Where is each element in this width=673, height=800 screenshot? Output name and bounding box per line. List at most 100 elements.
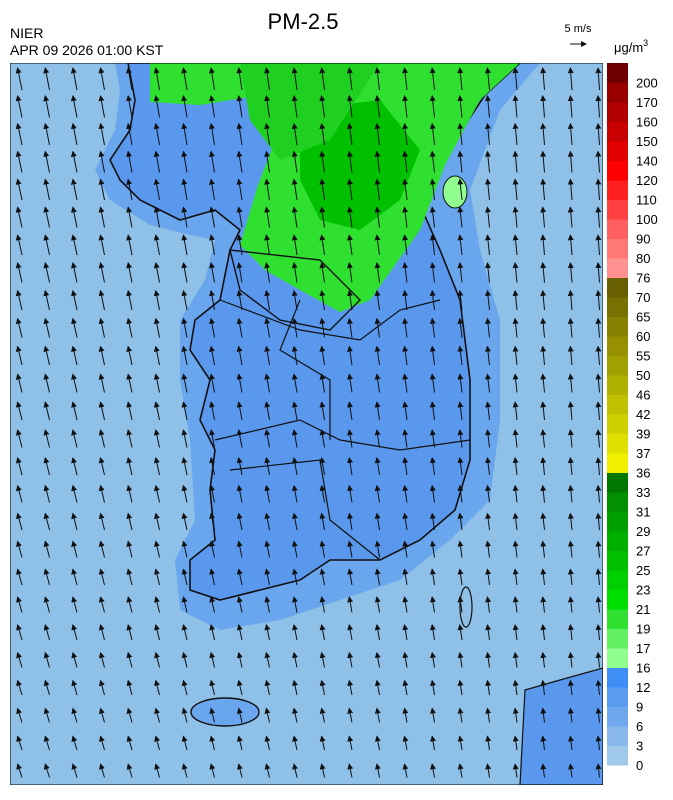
wind-arrow [595,735,602,751]
wind-arrow [457,345,464,366]
wind-arrow [457,373,464,393]
wind-arrow [595,401,602,421]
wind-arrow [71,429,78,448]
wind-arrow [374,345,381,366]
wind-arrow [264,679,271,696]
wind-arrow [540,401,547,421]
wind-arrow [512,429,519,448]
wind-arrow [319,206,326,228]
wind-arrow [16,624,23,641]
wind-arrow [512,707,519,723]
wind-arrow [485,763,492,778]
wind-arrow [264,429,271,448]
colorbar-segment [607,336,628,356]
colorbar-tick-label: 110 [636,193,657,208]
wind-arrow [71,735,78,751]
wind-arrow [512,94,519,118]
colorbar-segment [607,82,628,103]
wind-arrow [567,178,574,201]
wind-arrow [485,401,492,421]
wind-arrow [540,262,547,283]
wind-arrow [98,150,105,173]
wind-arrow [181,484,188,503]
colorbar-tick-label: 46 [636,388,650,403]
wind-arrow [484,178,491,201]
wind-arrow [181,624,188,641]
wind-arrow [181,456,188,476]
wind-arrow [181,67,188,91]
wind-arrow [540,568,547,586]
wind-arrow [485,679,492,696]
wind-arrow [236,67,243,91]
wind-arrow [402,373,409,393]
wind-arrow [430,763,436,778]
wind-arrow [429,345,436,366]
colorbar-tick-label: 9 [636,700,643,715]
wind-arrow [126,679,133,696]
wind-arrow [98,234,105,256]
wind-arrow [374,178,381,201]
wind-arrow [70,262,78,283]
wind-arrow [567,429,574,448]
wind-arrow [567,540,574,558]
wind-arrow [236,568,243,586]
wind-arrow [567,679,574,696]
wind-arrow [374,456,381,476]
wind-arrow [291,122,298,146]
wind-arrow [512,540,519,558]
wind-arrow [567,651,574,668]
wind-arrow [126,67,133,91]
wind-arrow [43,150,50,173]
colorbar-segment [607,355,628,376]
wind-arrow [347,345,353,366]
wind-arrow [457,401,464,421]
colorbar-tick-label: 21 [636,602,650,617]
wind-arrow [16,596,23,613]
wind-arrow [567,401,574,421]
wind-arrow [457,178,464,201]
wind-arrow [319,373,326,393]
colorbar-tick-label: 36 [636,466,650,481]
colorbar-tick-label: 80 [636,251,650,266]
wind-arrow [15,373,23,393]
wind-arrow [374,679,381,696]
wind-arrow [154,624,160,641]
colorbar-segment [607,394,628,415]
colorbar-tick-label: 160 [636,115,658,130]
wind-arrow [457,540,464,558]
wind-arrow [402,289,409,311]
wind-arrow [457,317,464,338]
colorbar-segment [607,628,628,649]
wind-arrow [153,206,160,228]
wind-arrow [374,540,381,558]
wind-arrow [16,512,23,531]
wind-arrow [208,178,215,201]
wind-arrow [43,401,50,421]
wind-arrow [540,763,547,778]
wind-arrow [98,651,105,668]
wind-arrow [512,596,519,613]
wind-arrow [15,289,23,311]
wind-arrow [347,540,354,558]
wind-arrow [429,429,436,448]
wind-arrow [264,401,271,421]
colorbar-segment [607,258,628,278]
wind-arrow [512,206,519,228]
wind-arrow [595,540,602,558]
colorbar-tick-label: 150 [636,134,658,149]
wind-arrow [98,624,105,641]
wind-arrow [291,289,298,311]
wind-arrow [126,373,133,393]
wind-arrow [181,401,188,421]
colorbar-tick-label: 0 [636,758,643,773]
wind-arrow [540,735,547,751]
wind-arrow [291,568,298,586]
wind-arrow [347,317,353,338]
wind-arrow [209,317,215,338]
wind-arrow [15,429,23,448]
wind-arrow [457,763,464,778]
wind-arrow [181,651,188,668]
wind-arrow [292,651,298,668]
wind-arrow [291,178,298,201]
wind-arrow [291,262,298,283]
